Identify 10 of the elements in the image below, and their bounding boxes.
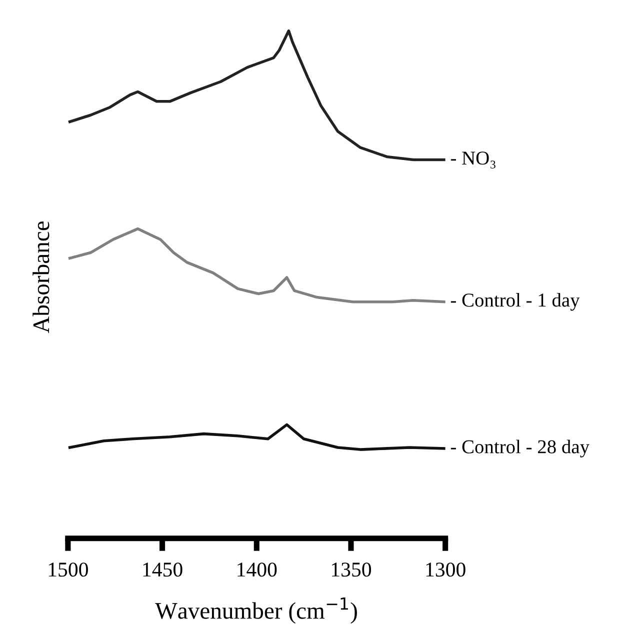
- x-tick-label: 1400: [238, 562, 277, 577]
- series-label: - NO₃: [450, 152, 496, 168]
- series-label: - Control - 1 day: [450, 293, 580, 311]
- x-tick-label: 1350: [332, 562, 372, 577]
- x-axis-title: Wavenumber (cm$^{−1}$): [155, 598, 357, 624]
- x-tick-label: 1500: [48, 562, 88, 577]
- series-label: - Control - 28 day: [450, 440, 590, 458]
- y-axis-title: Absorbance: [32, 221, 50, 334]
- x-tick-label: 1300: [426, 562, 466, 577]
- x-tick-label: 1450: [143, 562, 182, 577]
